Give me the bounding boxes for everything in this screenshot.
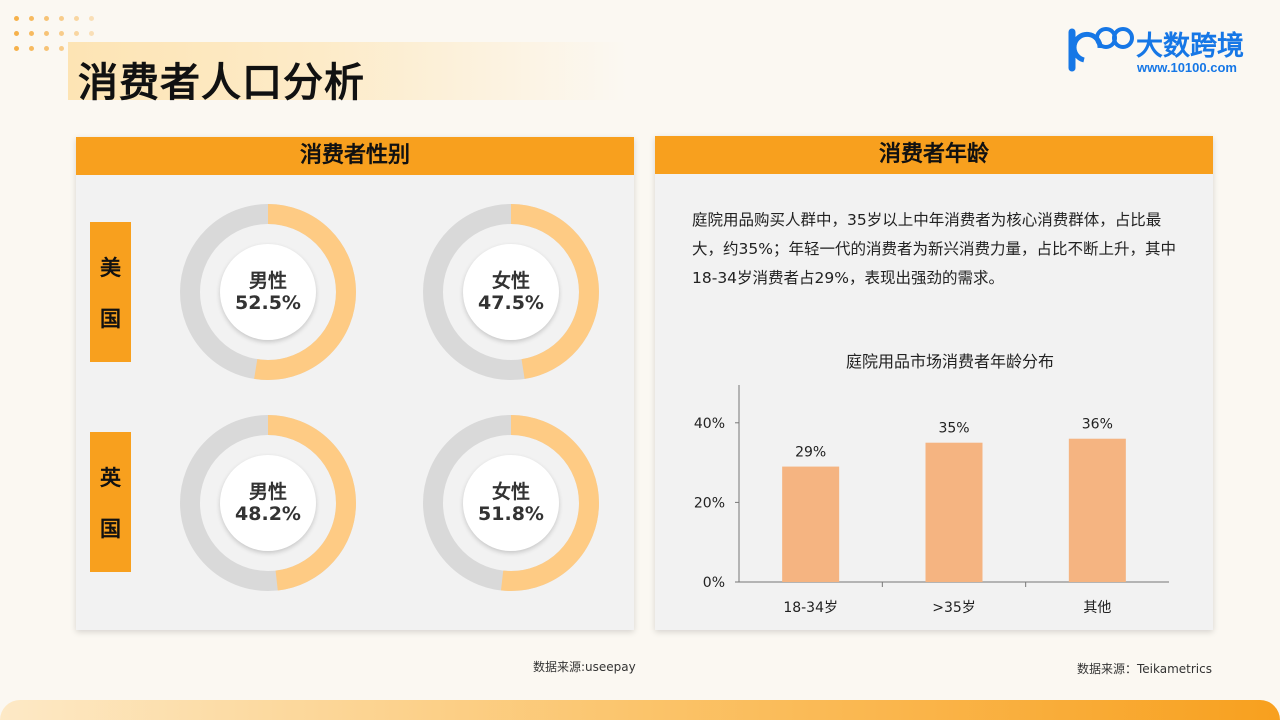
decor-dot (59, 31, 64, 36)
decor-dot (29, 46, 34, 51)
page-title: 消费者人口分析 (78, 50, 365, 108)
gender-percent: 48.2% (220, 503, 316, 525)
country-label-char: 国 (90, 513, 131, 543)
decor-dot (14, 46, 19, 51)
country-label-char: 美 (90, 252, 131, 282)
logo-name: 大数跨境 (1136, 24, 1244, 63)
brand-logo[interactable]: 大数跨境 www.10100.com (1062, 24, 1262, 74)
bar (926, 443, 983, 582)
donut-uk-female: 女性 51.8% (423, 415, 599, 591)
country-label-us: 美 国 (90, 222, 131, 362)
decor-dot (29, 16, 34, 21)
decor-dot (29, 31, 34, 36)
source-note-gender: 数据来源:useepay (533, 658, 636, 675)
bar (782, 467, 839, 582)
logo-mark-icon (1062, 24, 1134, 74)
country-label-char: 国 (90, 303, 131, 333)
bar-value-label: 29% (795, 445, 826, 461)
donut-center-label: 男性 48.2% (220, 455, 316, 551)
donut-us-female: 女性 47.5% (423, 204, 599, 380)
gender-percent: 52.5% (220, 292, 316, 314)
country-label-uk: 英 国 (90, 432, 131, 572)
gender-label: 男性 (220, 481, 316, 503)
decor-dot (44, 31, 49, 36)
y-tick-label: 20% (694, 495, 725, 511)
chart-title: 庭院用品市场消费者年龄分布 (740, 348, 1160, 372)
gender-label: 女性 (463, 481, 559, 503)
source-note-age: 数据来源：Teikametrics (1077, 660, 1212, 677)
x-tick-label: 18-34岁 (783, 600, 838, 616)
y-tick-label: 0% (703, 575, 725, 591)
donut-center-label: 女性 51.8% (463, 455, 559, 551)
country-label-char: 英 (90, 462, 131, 492)
y-tick-label: 40% (694, 416, 725, 432)
bar-value-label: 36% (1082, 417, 1113, 433)
x-tick-label: 其他 (1083, 600, 1111, 616)
gender-label: 女性 (463, 270, 559, 292)
decor-dot (59, 16, 64, 21)
donut-uk-male: 男性 48.2% (180, 415, 356, 591)
decor-dot (44, 16, 49, 21)
age-bar-chart: 0% 20% 40% 29% 18-34岁 35% >35岁 36% 其他 (680, 375, 1200, 625)
gender-percent: 47.5% (463, 292, 559, 314)
donut-center-label: 男性 52.5% (220, 244, 316, 340)
age-panel-title: 消费者年龄 (655, 136, 1213, 174)
gender-panel: 消费者性别 美 国 英 国 男性 52.5% 女性 47.5% 男性 48.2%… (76, 137, 634, 630)
decor-dot (14, 31, 19, 36)
x-tick-label: >35岁 (932, 600, 976, 616)
gender-label: 男性 (220, 270, 316, 292)
donut-us-male: 男性 52.5% (180, 204, 356, 380)
decor-dot (89, 31, 94, 36)
gender-percent: 51.8% (463, 503, 559, 525)
gender-panel-title: 消费者性别 (76, 137, 634, 175)
decor-dot (89, 16, 94, 21)
decor-dot (44, 46, 49, 51)
decor-dot (59, 46, 64, 51)
logo-url[interactable]: www.10100.com (1137, 60, 1237, 75)
decor-dot (74, 16, 79, 21)
bar-value-label: 35% (938, 421, 969, 437)
bottom-decor-bar (0, 700, 1280, 720)
bar (1069, 439, 1126, 582)
decor-dot (74, 31, 79, 36)
age-description: 庭院用品购买人群中，35岁以上中年消费者为核心消费群体，占比最大，约35%；年轻… (692, 206, 1190, 293)
decor-dot (14, 16, 19, 21)
donut-center-label: 女性 47.5% (463, 244, 559, 340)
